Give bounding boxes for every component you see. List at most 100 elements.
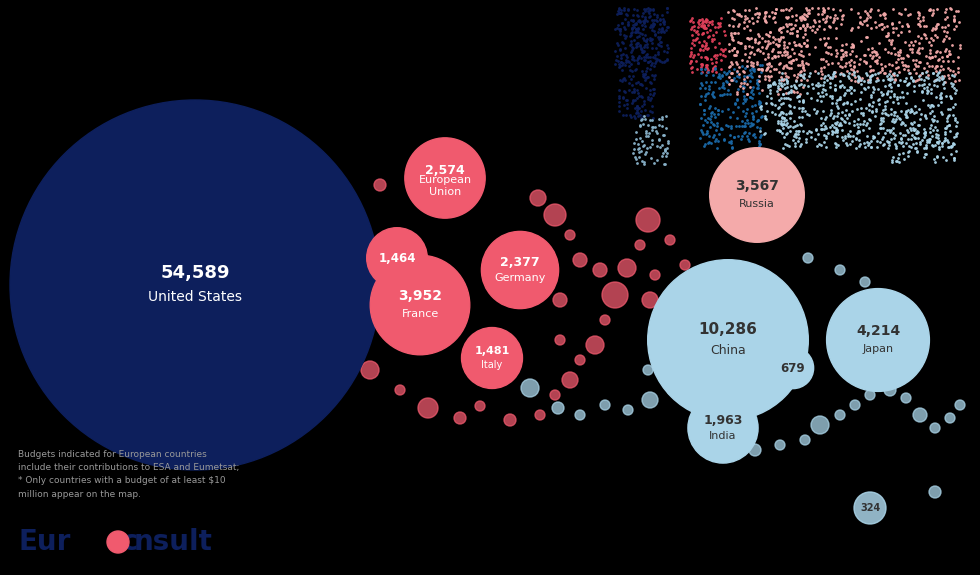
- Point: [848, 51, 863, 60]
- Point: [640, 16, 656, 25]
- Point: [711, 72, 727, 81]
- Point: [738, 108, 754, 117]
- Point: [928, 133, 944, 142]
- Point: [789, 30, 805, 40]
- Point: [629, 26, 645, 35]
- Point: [765, 45, 781, 54]
- Point: [735, 98, 751, 108]
- Point: [737, 14, 753, 24]
- Point: [890, 48, 906, 57]
- Point: [874, 134, 890, 143]
- Point: [909, 146, 925, 155]
- Point: [898, 107, 913, 116]
- Point: [924, 53, 940, 62]
- Point: [829, 132, 845, 141]
- Text: 3,952: 3,952: [398, 289, 442, 303]
- Point: [646, 20, 662, 29]
- Point: [739, 71, 755, 80]
- Point: [659, 26, 674, 35]
- Point: [905, 45, 920, 54]
- Point: [822, 78, 838, 87]
- Point: [945, 70, 960, 79]
- Point: [746, 129, 761, 139]
- Point: [628, 25, 644, 34]
- Point: [875, 113, 891, 122]
- Point: [815, 14, 831, 24]
- Point: [827, 112, 843, 121]
- Circle shape: [107, 531, 129, 553]
- Point: [912, 138, 928, 147]
- Point: [724, 68, 740, 78]
- Point: [640, 72, 656, 82]
- Point: [910, 134, 926, 143]
- Point: [941, 120, 956, 129]
- Point: [863, 66, 879, 75]
- Point: [829, 112, 845, 121]
- Point: [759, 66, 774, 75]
- Point: [765, 33, 781, 42]
- Point: [710, 105, 726, 114]
- Point: [743, 82, 759, 91]
- Point: [885, 70, 901, 79]
- Point: [934, 139, 950, 148]
- Point: [804, 25, 819, 34]
- Point: [881, 36, 897, 45]
- Point: [951, 63, 966, 72]
- Point: [835, 99, 851, 109]
- Point: [862, 50, 878, 59]
- Point: [707, 131, 722, 140]
- Point: [924, 52, 940, 62]
- Circle shape: [643, 365, 653, 375]
- Point: [645, 53, 661, 62]
- Point: [623, 29, 639, 38]
- Point: [699, 55, 714, 64]
- Point: [626, 55, 642, 64]
- Point: [624, 52, 640, 61]
- Point: [917, 112, 933, 121]
- Point: [632, 41, 648, 51]
- Point: [906, 76, 921, 85]
- Point: [726, 74, 742, 83]
- Point: [792, 81, 808, 90]
- Point: [937, 22, 953, 31]
- Point: [834, 132, 850, 141]
- Point: [777, 47, 793, 56]
- Point: [652, 37, 667, 47]
- Point: [816, 6, 832, 15]
- Point: [716, 90, 732, 99]
- Point: [622, 31, 638, 40]
- Text: 324: 324: [859, 503, 880, 513]
- Point: [850, 105, 865, 114]
- Point: [780, 52, 796, 62]
- Point: [643, 90, 659, 99]
- Point: [906, 86, 921, 95]
- Circle shape: [481, 231, 559, 309]
- Point: [875, 105, 891, 114]
- Point: [911, 120, 927, 129]
- Point: [841, 110, 857, 119]
- Point: [779, 43, 795, 52]
- Point: [788, 126, 804, 136]
- Point: [917, 30, 933, 39]
- Point: [627, 27, 643, 36]
- Point: [651, 41, 666, 50]
- Point: [928, 92, 944, 101]
- Point: [832, 5, 848, 14]
- Point: [829, 48, 845, 58]
- Point: [895, 54, 910, 63]
- Point: [752, 9, 767, 18]
- Point: [744, 14, 760, 23]
- Point: [831, 121, 847, 130]
- Point: [629, 94, 645, 103]
- Point: [911, 71, 927, 80]
- Point: [752, 98, 767, 108]
- Point: [721, 40, 737, 49]
- Point: [786, 37, 802, 47]
- Point: [621, 85, 637, 94]
- Point: [937, 77, 953, 86]
- Point: [901, 152, 916, 161]
- Point: [900, 62, 915, 71]
- Point: [723, 136, 739, 145]
- Point: [779, 63, 795, 72]
- Point: [637, 13, 653, 22]
